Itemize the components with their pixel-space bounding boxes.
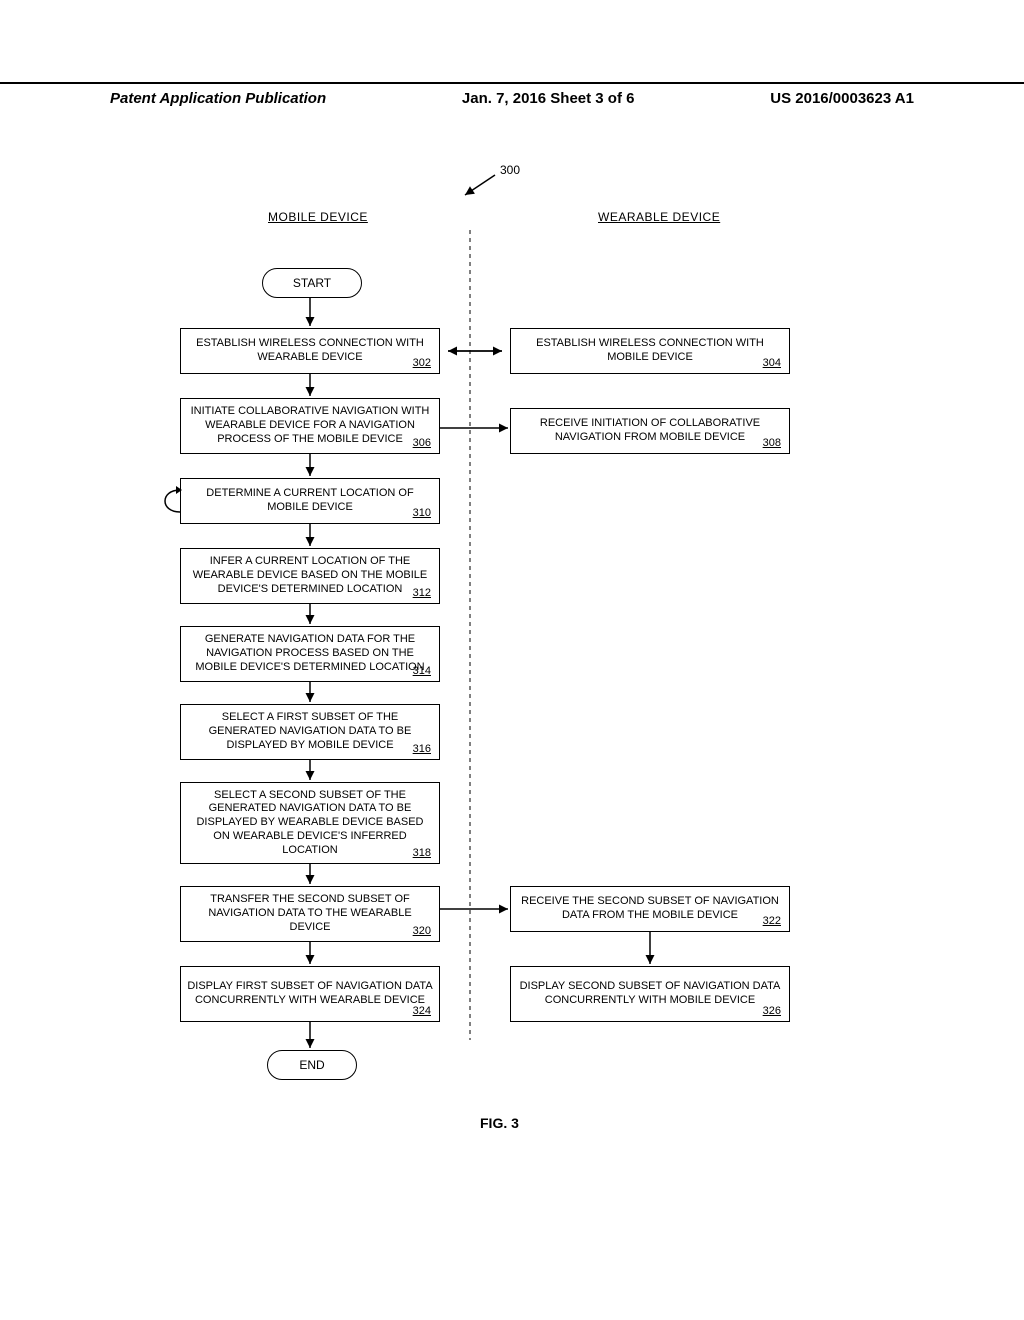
box-302-ref: 302: [413, 357, 431, 371]
box-306: INITIATE COLLABORATIVE NAVIGATION WITH W…: [180, 398, 440, 454]
box-318-ref: 318: [413, 847, 431, 861]
header-left: Patent Application Publication: [110, 90, 326, 107]
header-right: US 2016/0003623 A1: [770, 90, 914, 107]
box-322: RECEIVE THE SECOND SUBSET OF NAVIGATION …: [510, 886, 790, 932]
box-310-ref: 310: [413, 507, 431, 521]
box-318-text: SELECT A SECOND SUBSET OF THE GENERATED …: [187, 789, 433, 858]
box-310: DETERMINE A CURRENT LOCATION OF MOBILE D…: [180, 478, 440, 524]
box-316: SELECT A FIRST SUBSET OF THE GENERATED N…: [180, 704, 440, 760]
box-322-text: RECEIVE THE SECOND SUBSET OF NAVIGATION …: [517, 895, 783, 923]
box-308-ref: 308: [763, 437, 781, 451]
box-324-text: DISPLAY FIRST SUBSET OF NAVIGATION DATA …: [187, 980, 433, 1008]
box-308-text: RECEIVE INITIATION OF COLLABORATIVE NAVI…: [517, 417, 783, 445]
diagram-ref: 300: [500, 163, 520, 177]
box-304: ESTABLISH WIRELESS CONNECTION WITH MOBIL…: [510, 328, 790, 374]
header-center: Jan. 7, 2016 Sheet 3 of 6: [462, 90, 635, 107]
page: Patent Application Publication Jan. 7, 2…: [0, 0, 1024, 1320]
box-322-ref: 322: [763, 915, 781, 929]
box-312-text: INFER A CURRENT LOCATION OF THE WEARABLE…: [187, 555, 433, 596]
box-326-text: DISPLAY SECOND SUBSET OF NAVIGATION DATA…: [517, 980, 783, 1008]
box-320: TRANSFER THE SECOND SUBSET OF NAVIGATION…: [180, 886, 440, 942]
box-308: RECEIVE INITIATION OF COLLABORATIVE NAVI…: [510, 408, 790, 454]
box-304-text: ESTABLISH WIRELESS CONNECTION WITH MOBIL…: [517, 337, 783, 365]
box-314-text: GENERATE NAVIGATION DATA FOR THE NAVIGAT…: [187, 633, 433, 674]
patent-header: Patent Application Publication Jan. 7, 2…: [0, 82, 1024, 107]
box-314-ref: 314: [413, 665, 431, 679]
box-324: DISPLAY FIRST SUBSET OF NAVIGATION DATA …: [180, 966, 440, 1022]
box-312: INFER A CURRENT LOCATION OF THE WEARABLE…: [180, 548, 440, 604]
col-label-mobile: MOBILE DEVICE: [268, 210, 368, 224]
box-326: DISPLAY SECOND SUBSET OF NAVIGATION DATA…: [510, 966, 790, 1022]
box-306-text: INITIATE COLLABORATIVE NAVIGATION WITH W…: [187, 405, 433, 446]
box-306-ref: 306: [413, 437, 431, 451]
box-326-ref: 326: [763, 1005, 781, 1019]
box-320-text: TRANSFER THE SECOND SUBSET OF NAVIGATION…: [187, 893, 433, 934]
box-320-ref: 320: [413, 925, 431, 939]
box-318: SELECT A SECOND SUBSET OF THE GENERATED …: [180, 782, 440, 864]
box-324-ref: 324: [413, 1005, 431, 1019]
box-302: ESTABLISH WIRELESS CONNECTION WITH WEARA…: [180, 328, 440, 374]
box-304-ref: 304: [763, 357, 781, 371]
box-310-text: DETERMINE A CURRENT LOCATION OF MOBILE D…: [187, 487, 433, 515]
terminator-start: START: [262, 268, 362, 298]
figure-label: FIG. 3: [480, 1115, 519, 1131]
box-302-text: ESTABLISH WIRELESS CONNECTION WITH WEARA…: [187, 337, 433, 365]
box-312-ref: 312: [413, 587, 431, 601]
terminator-end: END: [267, 1050, 357, 1080]
box-316-text: SELECT A FIRST SUBSET OF THE GENERATED N…: [187, 711, 433, 752]
box-314: GENERATE NAVIGATION DATA FOR THE NAVIGAT…: [180, 626, 440, 682]
col-label-wearable: WEARABLE DEVICE: [598, 210, 720, 224]
box-316-ref: 316: [413, 743, 431, 757]
